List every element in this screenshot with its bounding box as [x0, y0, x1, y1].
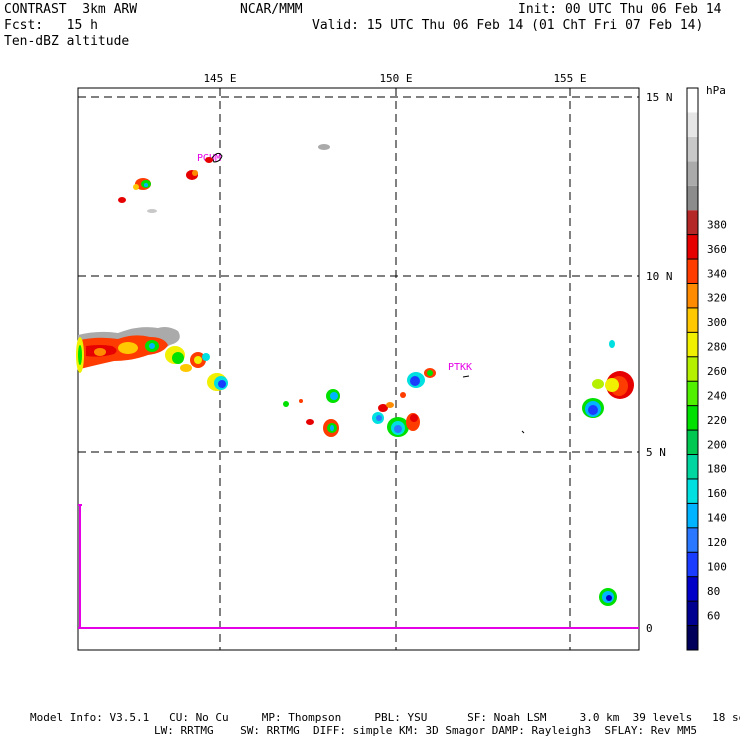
- colorbar-swatch: [687, 88, 698, 113]
- colorbar-label: 360: [707, 243, 727, 256]
- colorbar-swatch: [687, 478, 698, 504]
- lat-label-5n: 5 N: [646, 446, 666, 459]
- colorbar-label: 160: [707, 487, 727, 500]
- colorbar-label: 100: [707, 560, 727, 573]
- colorbar-label: 140: [707, 512, 727, 525]
- valid-time: Valid: 15 UTC Thu 06 Feb 14 (01 ChT Fri …: [312, 18, 704, 33]
- lat-label-15n: 15 N: [646, 91, 673, 104]
- colorbar-swatch: [687, 381, 698, 406]
- echo-cells: [76, 144, 634, 606]
- colorbar-swatch: [687, 283, 698, 308]
- colorbar-label: 280: [707, 341, 727, 354]
- colorbar-swatch: [687, 503, 698, 528]
- lat-lon-grid: [78, 88, 639, 650]
- colorbar-swatch: [687, 259, 698, 284]
- org-title: NCAR/MMM: [240, 2, 303, 17]
- colorbar-label: 340: [707, 267, 727, 280]
- colorbar-label: 200: [707, 438, 727, 451]
- colorbar-swatch: [687, 552, 698, 577]
- lon-label-145: 145 E: [203, 72, 236, 85]
- colorbar-label: 80: [707, 585, 720, 598]
- colorbar-swatch: [687, 210, 698, 235]
- lon-label-150: 150 E: [379, 72, 412, 85]
- map-frame: [77, 87, 640, 651]
- colorbar-swatch: [687, 307, 698, 333]
- forecast-hour: Fcst: 15 h: [4, 18, 98, 33]
- colorbar-swatch: [687, 136, 698, 162]
- colorbar-swatch: [687, 430, 698, 455]
- colorbar-swatch: [687, 234, 698, 260]
- colorbar-swatch: [687, 601, 698, 626]
- colorbar-swatch: [687, 576, 698, 602]
- colorbar-label: 380: [707, 218, 727, 231]
- colorbar-label: 300: [707, 316, 727, 329]
- colorbar-label: 60: [707, 609, 720, 622]
- model-title: CONTRAST 3km ARW: [4, 2, 138, 17]
- colorbar-label: 240: [707, 389, 727, 402]
- lat-label-equator: 0: [646, 622, 653, 635]
- colorbar-swatch: [687, 161, 698, 186]
- station-label-ptkk: PTKK: [448, 362, 472, 373]
- colorbar-label: 120: [707, 536, 727, 549]
- colorbar-label: 320: [707, 292, 727, 305]
- model-info-line1: Model Info: V3.5.1 CU: No Cu MP: Thompso…: [30, 711, 740, 724]
- colorbar-unit: hPa: [706, 84, 726, 97]
- colorbar-swatch: [687, 332, 698, 357]
- lon-label-155: 155 E: [553, 72, 586, 85]
- colorbar: 60 80 100 120 140 160 180 200 220 240 260 280 300 320…: [686, 87, 727, 651]
- init-time: Init: 00 UTC Thu 06 Feb 14: [518, 2, 722, 17]
- lat-label-10n: 10 N: [646, 270, 673, 283]
- colorbar-label: 220: [707, 414, 727, 427]
- colorbar-swatch: [687, 112, 698, 137]
- colorbar-swatch: [687, 356, 698, 382]
- colorbar-swatch: [687, 405, 698, 431]
- colorbar-label: 260: [707, 365, 727, 378]
- model-info-line2: LW: RRTMG SW: RRTMG DIFF: simple KM: 3D …: [154, 724, 698, 737]
- colorbar-label: 180: [707, 463, 727, 476]
- colorbar-swatch: [687, 185, 698, 211]
- colorbar-swatch: [687, 454, 698, 479]
- colorbar-swatch: [687, 527, 698, 553]
- colorbar-swatch: [687, 625, 698, 650]
- field-name: Ten-dBZ altitude: [4, 34, 130, 49]
